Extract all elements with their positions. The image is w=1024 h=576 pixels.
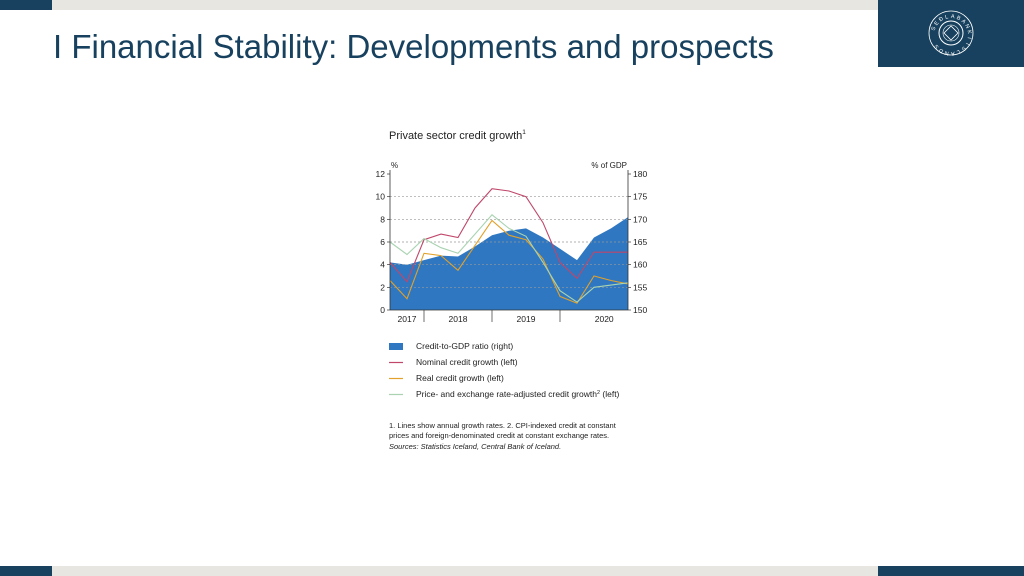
- logo-letter: L: [945, 14, 949, 21]
- top-accent: [0, 0, 52, 10]
- left-tick-label: 6: [380, 237, 385, 247]
- x-tick-label: 2018: [449, 314, 468, 324]
- bottom-accent-left: [0, 566, 52, 576]
- left-tick-label: 0: [380, 305, 385, 315]
- right-tick-label: 155: [633, 282, 647, 292]
- logo-letter: K: [966, 30, 973, 35]
- series-line-real: [389, 219, 629, 304]
- logo-letter: I: [966, 37, 972, 40]
- left-tick-label: 10: [376, 192, 386, 202]
- legend-label: Nominal credit growth (left): [416, 357, 518, 367]
- right-tick-label: 165: [633, 237, 647, 247]
- logo-letter: A: [950, 50, 955, 56]
- series-line-adjusted: [389, 214, 629, 303]
- right-tick-label: 150: [633, 305, 647, 315]
- legend-label: Price- and exchange rate-adjusted credit…: [416, 389, 620, 399]
- logo-letter: A: [960, 18, 967, 25]
- logo-letter: N: [963, 23, 970, 29]
- right-tick-label: 170: [633, 214, 647, 224]
- right-tick-label: 160: [633, 260, 647, 270]
- legend-label: Real credit growth (left): [416, 373, 504, 383]
- chart-title: Private sector credit growth1: [389, 129, 526, 142]
- logo-letter: A: [951, 14, 956, 20]
- logo-letter: D: [938, 47, 945, 54]
- left-tick-label: 2: [380, 282, 385, 292]
- top-strip: [0, 0, 1024, 10]
- series-area-credit-to-gdp: [390, 217, 628, 310]
- left-axis-unit: %: [391, 161, 398, 170]
- logo-letter: Í: [964, 41, 971, 46]
- right-tick-label: 180: [633, 169, 647, 179]
- footnote-line-2: prices and foreign-denominated credit at…: [389, 431, 610, 440]
- chart-legend: Credit-to-GDP ratio (right) Nominal credi…: [389, 341, 620, 399]
- right-axis-unit: % of GDP: [591, 161, 627, 170]
- x-tick-label: 2019: [517, 314, 536, 324]
- legend-swatch-box: [389, 343, 403, 350]
- right-tick-label: 175: [633, 192, 647, 202]
- left-tick-label: 4: [380, 260, 385, 270]
- plot-area: 0 2 4 6 8 10 12 150 155 160 165 170 175 180% % of GDP 2…: [376, 161, 648, 324]
- logo-letter: B: [955, 15, 961, 22]
- x-tick-label: 2017: [398, 314, 417, 324]
- bottom-strip: [0, 566, 1024, 576]
- logo-letter: S: [960, 45, 967, 52]
- sources-note: Sources: Statistics Iceland, Central Ban…: [389, 442, 562, 451]
- left-tick-label: 12: [376, 169, 386, 179]
- logo-letter: N: [944, 49, 949, 56]
- logo-letter: E: [934, 20, 941, 27]
- footnote-line-1: 1. Lines show annual growth rates. 2. CP…: [389, 421, 616, 430]
- x-tick-label: 2020: [595, 314, 614, 324]
- logo-letter: S: [933, 43, 940, 50]
- logo-letter: S: [931, 26, 938, 32]
- slide-title: I Financial Stability: Developments and …: [53, 28, 774, 65]
- logo-letter: L: [956, 48, 961, 55]
- legend-label: Credit-to-GDP ratio (right): [416, 341, 513, 351]
- series-line-nominal: [389, 188, 628, 283]
- bottom-accent-right: [878, 566, 1024, 576]
- left-tick-label: 8: [380, 214, 385, 224]
- logo-letter: Ð: [938, 16, 945, 23]
- credit-growth-chart: Private sector credit growth1 0 2 4 6 8 10 12 1…: [376, 129, 648, 399]
